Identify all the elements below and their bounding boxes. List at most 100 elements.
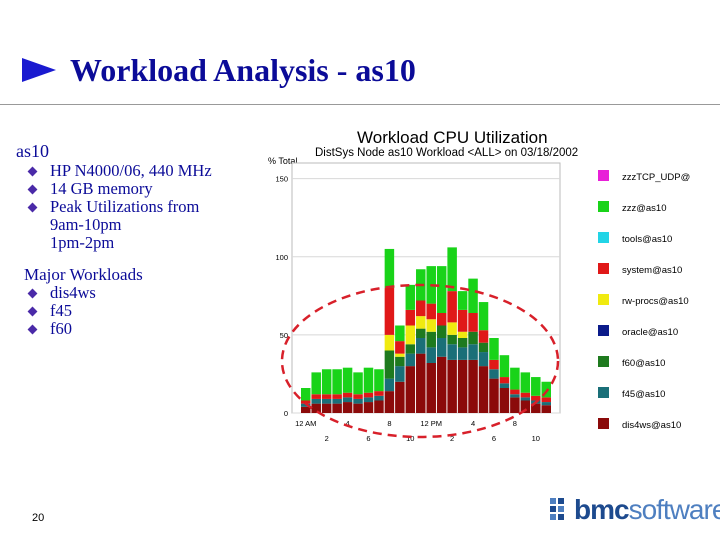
diamond-bullet-icon — [27, 288, 38, 299]
legend-label: rw-procs@as10 — [622, 296, 689, 307]
bar-segment — [395, 366, 405, 382]
x-tick-label: 10 — [532, 434, 540, 443]
bar-segment — [395, 341, 405, 354]
bar-segment — [499, 383, 510, 388]
legend-swatch — [598, 232, 609, 243]
page-number: 20 — [32, 512, 45, 524]
bar-segment — [520, 392, 531, 398]
y-tick-label: 150 — [275, 175, 288, 184]
diamond-bullet-icon — [27, 184, 38, 195]
legend-swatch — [598, 201, 609, 212]
bar-segment — [510, 394, 520, 398]
x-tick-label: 12 PM — [420, 419, 442, 428]
bar-segment — [510, 389, 520, 395]
workload-item: f60 — [27, 320, 256, 338]
legend-label: zzz@as10 — [622, 203, 667, 214]
bar-segment — [395, 325, 405, 342]
legend-swatch — [598, 294, 609, 305]
bar-segment — [510, 367, 520, 390]
logo-wordmark: bmcsoftware — [574, 494, 720, 525]
bar-segment — [311, 372, 321, 395]
arrow-icon — [22, 58, 56, 82]
x-tick-label: 4 — [471, 419, 475, 428]
bar-segment — [353, 403, 363, 413]
bar-segment — [447, 291, 457, 323]
bar-segment — [499, 355, 510, 378]
x-tick-label: 10 — [406, 434, 414, 443]
bar-segment — [384, 334, 395, 351]
bar-segment — [426, 347, 436, 363]
bar-segment — [384, 248, 395, 288]
bar-segment — [457, 338, 468, 348]
bar-segment — [416, 300, 426, 317]
bar-segment — [342, 367, 353, 393]
y-tick-label: 0 — [284, 409, 288, 418]
bar-segment — [363, 402, 374, 413]
bar-segment — [478, 342, 489, 353]
legend-label: dis4ws@as10 — [622, 420, 681, 431]
bar-segment — [447, 322, 457, 335]
bar-segment — [457, 359, 468, 413]
y-tick-label: 100 — [275, 253, 288, 262]
bar-segment — [363, 397, 374, 403]
bar-segment — [447, 247, 457, 292]
workload-item: f45 — [27, 302, 256, 320]
bar-segment — [311, 394, 321, 399]
bar-segment — [520, 400, 531, 413]
bar-segment — [342, 397, 353, 403]
bar-segment — [468, 278, 478, 313]
title-divider — [0, 104, 720, 105]
bar-segment — [405, 366, 416, 413]
bar-segment — [531, 395, 541, 401]
bar-segment — [436, 313, 447, 326]
bar-segment — [468, 331, 478, 345]
bar-segment — [426, 319, 436, 332]
peak-line: 1pm-2pm — [50, 233, 115, 252]
bar-segment — [478, 352, 489, 367]
bar-segment — [332, 394, 342, 399]
y-tick-label: 50 — [280, 331, 288, 340]
bar-segment — [426, 303, 436, 320]
bar-segment — [489, 338, 499, 360]
bar-segment — [416, 316, 426, 329]
chart-subtitle: DistSys Node as10 Workload <ALL> on 03/1… — [315, 147, 578, 159]
legend-swatch — [598, 170, 609, 181]
workloads-list: dis4ws f45 f60 — [16, 284, 256, 338]
bar-segment — [332, 403, 342, 413]
node-bullet-list: HP N4000/06, 440 MHz 14 GB memory Peak U… — [16, 162, 256, 216]
bar-segment — [321, 394, 332, 399]
bar-segment — [468, 359, 478, 413]
bar-segment — [457, 309, 468, 332]
bar-segment — [374, 395, 384, 401]
cpu-utilization-chart: Workload CPU Utilization DistSys Node as1… — [262, 124, 712, 454]
slide-title-bar: Workload Analysis - as10 — [18, 50, 718, 94]
bar-segment — [311, 403, 321, 413]
bar-segment — [363, 392, 374, 398]
legend-label: zzzTCP_UDP@ — [622, 172, 690, 183]
bar-segment — [416, 353, 426, 413]
bar-segment — [384, 350, 395, 379]
bar-segment — [321, 369, 332, 395]
x-tick-label: 6 — [366, 434, 370, 443]
bullet-item: 14 GB memory — [27, 180, 256, 198]
bar-segment — [520, 397, 531, 401]
bar-segment — [321, 398, 332, 404]
bar-segment — [510, 397, 520, 413]
bar-segment — [531, 377, 541, 396]
x-tick-label: 8 — [387, 419, 391, 428]
left-text-panel: as10 HP N4000/06, 440 MHz 14 GB memory P… — [16, 142, 256, 338]
diamond-bullet-icon — [27, 166, 38, 177]
x-tick-label: 6 — [492, 434, 496, 443]
bar-segment — [531, 403, 541, 413]
bar-segment — [353, 394, 363, 399]
legend-swatch — [598, 325, 609, 336]
bar-segment — [541, 397, 551, 403]
highlight-ellipse — [280, 283, 560, 439]
bar-segment — [301, 388, 311, 401]
chart-title: Workload CPU Utilization — [357, 128, 548, 147]
bar-segment — [489, 359, 499, 370]
bar-segment — [301, 406, 311, 413]
bar-segment — [363, 367, 374, 393]
bar-segment — [478, 302, 489, 331]
